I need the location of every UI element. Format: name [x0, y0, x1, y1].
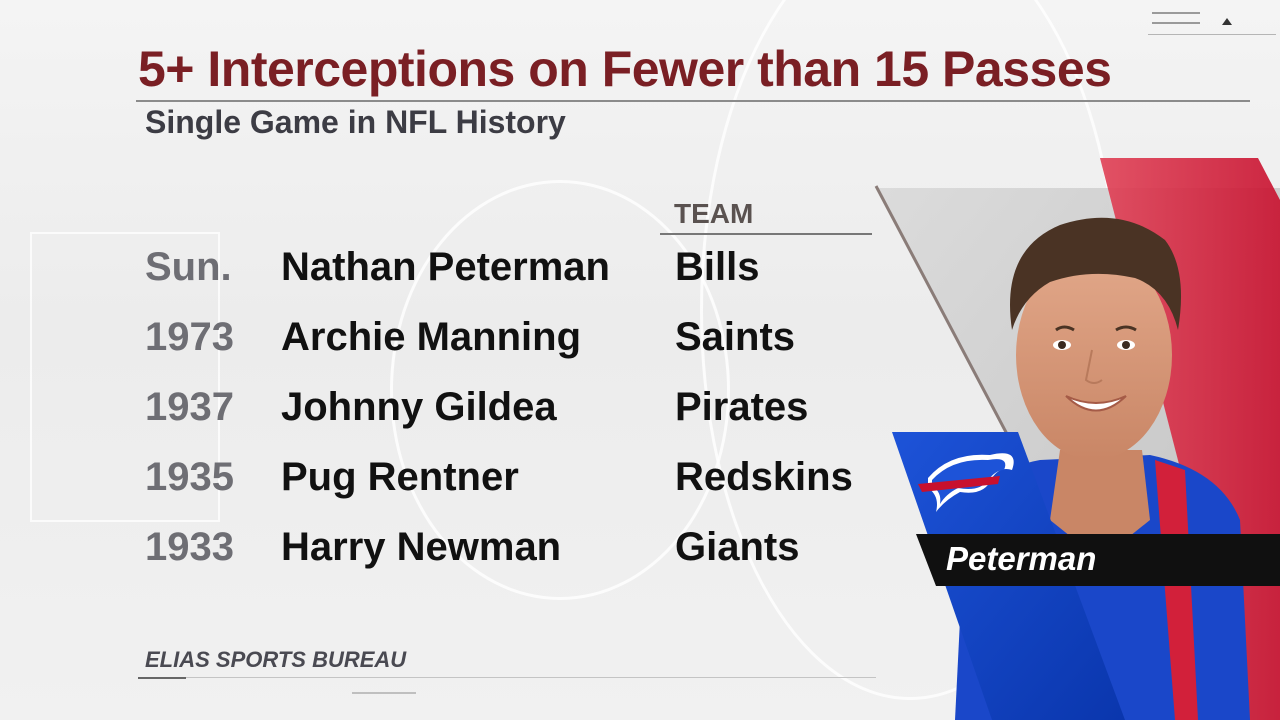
title-divider: [136, 100, 1250, 102]
table-row: Sun. Nathan Peterman Bills: [0, 245, 900, 295]
row-year: 1937: [145, 385, 234, 429]
row-player: Johnny Gildea: [281, 385, 557, 429]
page-subtitle: Single Game in NFL History: [145, 104, 566, 140]
source-divider: [138, 677, 186, 679]
menu-icon: [1152, 12, 1200, 32]
page-title: 5+ Interceptions on Fewer than 15 Passes: [138, 41, 1112, 97]
name-plate-bg: [916, 534, 1280, 586]
row-year: 1933: [145, 525, 234, 569]
row-year: 1935: [145, 455, 234, 499]
row-player: Archie Manning: [281, 315, 582, 359]
row-team: Bills: [675, 245, 760, 289]
row-team: Giants: [675, 525, 800, 569]
row-player: Pug Rentner: [281, 455, 519, 499]
table-row: 1935 Pug Rentner Redskins: [0, 455, 900, 505]
table-row: 1973 Archie Manning Saints: [0, 315, 900, 365]
row-player: Harry Newman: [281, 525, 562, 569]
row-year: Sun.: [145, 245, 232, 289]
row-team: Saints: [675, 315, 796, 359]
table-row: 1937 Johnny Gildea Pirates: [0, 385, 900, 435]
player-name-label: Peterman: [946, 540, 1097, 577]
bottom-divider: [352, 692, 416, 694]
table-row: 1933 Harry Newman Giants: [0, 525, 900, 575]
team-header-divider: [660, 233, 872, 235]
source-credit: ELIAS SPORTS BUREAU: [145, 647, 407, 672]
background-watermark-left: [30, 232, 220, 522]
top-divider: [1148, 34, 1276, 35]
caret-up-icon: [1222, 18, 1232, 25]
source-divider-line: [186, 677, 876, 678]
row-year: 1973: [145, 315, 234, 359]
team-column-header: TEAM: [674, 198, 754, 229]
buffalo-bills-logo: [918, 453, 1014, 512]
row-team: Redskins: [675, 455, 853, 499]
row-team: Pirates: [675, 385, 809, 429]
row-player: Nathan Peterman: [281, 245, 610, 289]
